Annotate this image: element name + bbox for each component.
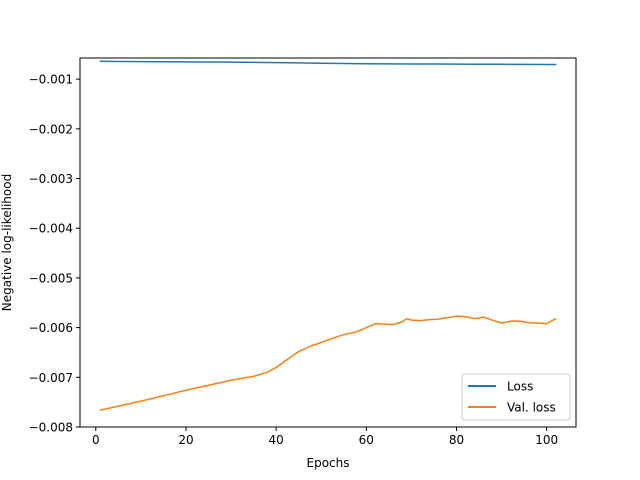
- series-layer: [99, 60, 557, 411]
- legend: Loss Val. loss: [461, 373, 571, 421]
- x-axis-ticks: 0 20 40 60 80 100: [92, 427, 558, 447]
- y-tick-label: −0.008: [29, 421, 73, 435]
- y-tick-label: −0.002: [29, 122, 73, 136]
- y-axis-ticks: −0.008 −0.007 −0.006 −0.005 −0.004 −0.003 −0.0…: [29, 73, 80, 435]
- legend-label-loss: Loss: [507, 380, 533, 394]
- x-tick-label: 20: [178, 433, 193, 447]
- series-line-0: [99, 60, 557, 66]
- y-tick-label: −0.003: [29, 172, 73, 186]
- x-tick-label: 100: [535, 433, 558, 447]
- x-tick-label: 40: [269, 433, 284, 447]
- x-tick-label: 60: [359, 433, 374, 447]
- plot-frame: [79, 57, 577, 428]
- legend-label-val-loss: Val. loss: [507, 401, 556, 415]
- series-line-1: [99, 315, 557, 411]
- y-tick-label: −0.005: [29, 271, 73, 285]
- x-axis-label: Epochs: [307, 456, 350, 470]
- x-tick-label: 80: [449, 433, 464, 447]
- y-tick-label: −0.006: [29, 321, 73, 335]
- y-tick-label: −0.001: [29, 73, 73, 87]
- y-axis-label: Negative log-likelihood: [0, 174, 14, 311]
- x-tick-label: 0: [92, 433, 100, 447]
- y-tick-label: −0.004: [29, 222, 73, 236]
- y-tick-label: −0.007: [29, 371, 73, 385]
